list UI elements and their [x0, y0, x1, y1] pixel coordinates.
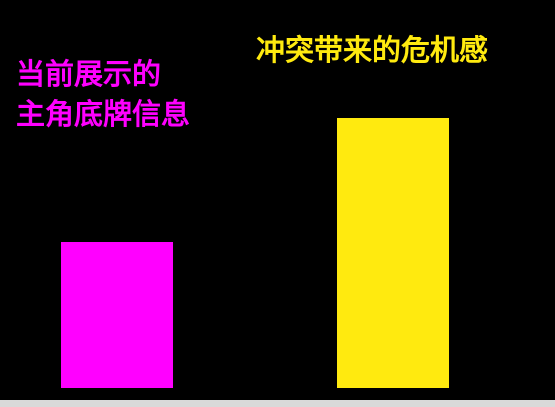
bars-group — [61, 118, 449, 388]
bar-label-current-trump-info: 当前展示的 主角底牌信息 — [16, 57, 191, 131]
bottom-border-strip — [0, 400, 555, 407]
bar-label-conflict-crisis: 冲突带来的危机感 — [256, 33, 489, 67]
bar-1 — [337, 118, 449, 388]
bar-0 — [61, 242, 173, 388]
